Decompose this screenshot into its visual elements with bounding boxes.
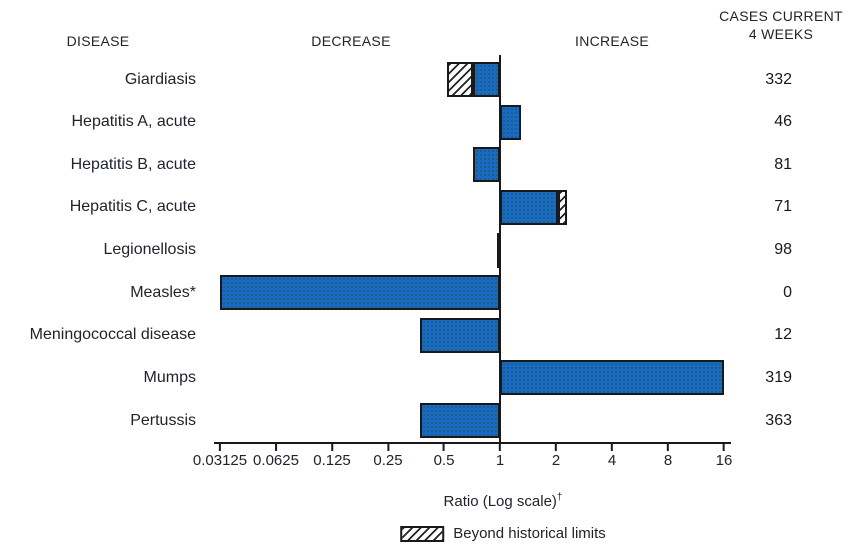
chart-row: Measles* 0 <box>0 275 855 311</box>
disease-label: Legionellosis <box>103 241 196 259</box>
chart-row: Pertussis 363 <box>0 403 855 439</box>
bar <box>500 360 724 396</box>
axis-tick: 8 <box>664 444 672 469</box>
disease-label: Hepatitis A, acute <box>71 113 196 131</box>
tick-mark <box>723 444 725 451</box>
legend: Beyond historical limits <box>400 525 606 542</box>
column-header-increase: INCREASE <box>575 33 649 49</box>
cases-count: 46 <box>774 113 792 131</box>
tick-label: 4 <box>607 452 617 469</box>
tick-mark <box>499 444 501 451</box>
disease-label: Hepatitis B, acute <box>70 155 196 173</box>
x-axis-title: Ratio (Log scale)† <box>444 492 563 510</box>
column-header-disease: DISEASE <box>66 33 130 49</box>
bar <box>419 403 500 439</box>
tick-label: 2 <box>551 452 561 469</box>
tick-label: 0.5 <box>433 452 455 469</box>
bar <box>220 275 500 311</box>
tick-mark <box>274 444 277 451</box>
axis-tick: 0.125 <box>313 444 351 469</box>
disease-label: Pertussis <box>130 411 196 429</box>
bar <box>496 232 501 268</box>
disease-label: Meningococcal disease <box>29 326 196 344</box>
cases-count: 81 <box>774 155 792 173</box>
tick-label: 0.125 <box>313 452 351 469</box>
bar <box>500 104 522 140</box>
tick-mark <box>442 444 445 451</box>
bar <box>473 147 500 183</box>
cases-count: 363 <box>765 411 792 429</box>
axis-tick: 1 <box>496 444 504 469</box>
cases-count: 332 <box>765 70 792 88</box>
chart-row: Hepatitis A, acute 46 <box>0 104 855 140</box>
bar <box>473 62 500 97</box>
column-header-cases-line2: 4 WEEKS <box>748 25 814 42</box>
tick-label: 8 <box>663 452 673 469</box>
disease-label: Mumps <box>143 368 196 386</box>
axis-tick: 0.0625 <box>253 444 299 469</box>
tick-mark <box>330 444 333 451</box>
disease-label: Hepatitis C, acute <box>69 198 196 216</box>
chart-row: Legionellosis 98 <box>0 232 855 268</box>
cases-count: 98 <box>774 241 792 259</box>
column-header-decrease: DECREASE <box>311 33 391 49</box>
tick-label: 0.0625 <box>253 452 299 469</box>
column-header-cases-line1: CASES CURRENT <box>719 8 843 24</box>
cases-count: 12 <box>774 326 792 344</box>
cases-count: 71 <box>774 198 792 216</box>
axis-tick: 0.03125 <box>193 444 247 469</box>
legend-label: Beyond historical limits <box>453 525 606 542</box>
diagonal-hatch-swatch-icon <box>400 525 445 542</box>
tick-label: 0.03125 <box>192 452 248 469</box>
chart-row: Mumps 319 <box>0 360 855 396</box>
column-header-cases: CASES CURRENT 4 WEEKS <box>719 8 843 43</box>
bar <box>500 189 558 225</box>
chart-row: Hepatitis B, acute 81 <box>0 147 855 183</box>
disease-label: Measles* <box>130 283 196 301</box>
dagger-footnote-mark: † <box>556 492 563 503</box>
tick-label: 0.25 <box>373 452 403 469</box>
axis-tick: 16 <box>715 444 733 469</box>
tick-label: 16 <box>715 452 733 469</box>
bar <box>419 317 500 353</box>
tick-mark <box>611 444 613 451</box>
axis-tick: 0.25 <box>373 444 403 469</box>
tick-mark <box>386 444 389 451</box>
x-axis-line <box>214 442 731 444</box>
axis-tick: 0.5 <box>433 444 455 469</box>
cases-count: 319 <box>765 368 792 386</box>
chart-row: Meningococcal disease 12 <box>0 317 855 353</box>
bar-beyond-limit <box>557 189 568 225</box>
tick-mark <box>667 444 669 451</box>
bar-beyond-limit <box>447 62 474 97</box>
axis-tick: 4 <box>608 444 616 469</box>
tick-mark <box>218 444 221 451</box>
chart-row: Giardiasis 332 <box>0 62 855 97</box>
cases-count: 0 <box>783 283 792 301</box>
disease-label: Giardiasis <box>124 70 196 88</box>
x-axis-title-text: Ratio (Log scale) <box>443 493 557 510</box>
tick-mark <box>555 444 557 451</box>
chart-row: Hepatitis C, acute 71 <box>0 189 855 225</box>
tick-label: 1 <box>495 452 505 469</box>
axis-tick: 2 <box>552 444 560 469</box>
